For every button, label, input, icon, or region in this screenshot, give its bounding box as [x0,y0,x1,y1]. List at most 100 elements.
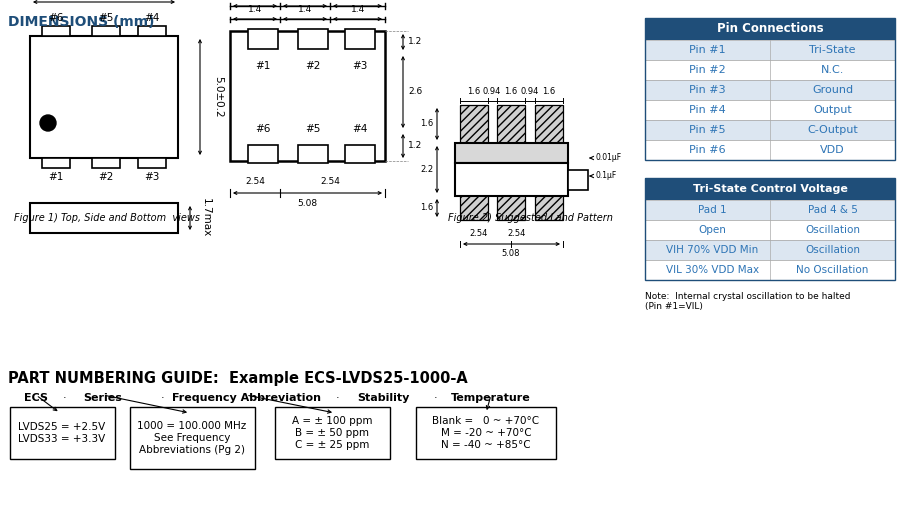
Text: 5.0±0.2: 5.0±0.2 [213,76,223,118]
Bar [455,143,568,163]
Text: Figure 2) Suggested Land Pattern: Figure 2) Suggested Land Pattern [448,213,613,223]
Text: 1.6: 1.6 [542,87,556,95]
Bar [92,158,120,168]
Text: 1.6: 1.6 [421,120,433,128]
Text: VIL 30% VDD Max: VIL 30% VDD Max [666,265,759,275]
Bar [497,193,525,220]
Text: ·: · [63,393,67,403]
Bar [460,193,488,220]
Text: LVDS25 = +2.5V
LVDS33 = +3.3V: LVDS25 = +2.5V LVDS33 = +3.3V [18,422,106,444]
Text: 1.6: 1.6 [421,204,433,212]
Bar [645,140,895,160]
Text: 2.54: 2.54 [245,176,265,186]
Text: Pin Connections: Pin Connections [717,23,824,35]
Text: #4: #4 [144,13,159,23]
Bar [30,203,178,233]
Text: #1: #1 [255,61,271,71]
Text: DIMENSIONS (mm): DIMENSIONS (mm) [8,15,155,29]
Text: 1000 = 100.000 MHz
See Frequency
Abbreviations (Pg 2): 1000 = 100.000 MHz See Frequency Abbrevi… [138,421,247,455]
Bar [645,220,895,240]
Bar [645,80,895,100]
Text: 1.7max: 1.7max [201,199,211,238]
Text: 2.54: 2.54 [320,176,340,186]
Bar [645,260,895,280]
Bar [535,105,563,143]
Bar [497,105,525,143]
Text: #4: #4 [352,124,367,134]
Text: Note:  Internal crystal oscillation to be halted
(Pin #1=VIL): Note: Internal crystal oscillation to be… [645,292,851,311]
Text: 0.01μF: 0.01μF [595,153,621,163]
Text: N.C.: N.C. [821,65,844,75]
Bar [42,158,70,168]
Text: 0.26: 0.26 [350,0,370,2]
Text: 2.2: 2.2 [421,165,433,173]
Text: Pin #5: Pin #5 [690,125,726,135]
Text: ·: · [336,393,339,403]
Text: ECS: ECS [24,393,48,403]
Bar [645,100,895,120]
Bar [130,407,255,469]
Bar [275,407,390,459]
Text: #5: #5 [305,124,320,134]
Text: 1.4: 1.4 [248,6,262,14]
Text: Open: Open [699,225,727,235]
Bar [42,26,70,36]
Bar [138,204,163,232]
Bar [92,26,120,36]
Bar [645,200,895,220]
Bar [35,204,60,232]
Text: Ground: Ground [812,85,853,95]
Text: 5.08: 5.08 [501,249,520,259]
Text: ·: · [434,393,438,403]
Bar [138,158,166,168]
Text: #6: #6 [48,13,63,23]
Text: Output: Output [813,105,852,115]
Text: #1: #1 [48,172,63,182]
Text: Pad 4 & 5: Pad 4 & 5 [807,205,857,215]
Text: 2.54: 2.54 [470,229,488,239]
Text: A = ± 100 ppm
B = ± 50 ppm
C = ± 25 ppm: A = ± 100 ppm B = ± 50 ppm C = ± 25 ppm [291,417,372,449]
Text: 1.14: 1.14 [245,0,265,2]
Bar [645,178,895,280]
Text: #2: #2 [305,61,320,71]
Text: Frequency Abbreviation: Frequency Abbreviation [172,393,320,403]
Text: Oscillation: Oscillation [805,225,860,235]
Text: No Oscillation: No Oscillation [796,265,869,275]
Text: 1.2: 1.2 [408,37,422,47]
Text: #6: #6 [255,124,271,134]
Bar [455,163,568,196]
Text: 0.1μF: 0.1μF [595,171,616,181]
Text: #5: #5 [99,13,114,23]
Text: 1.4: 1.4 [351,6,365,14]
Text: #3: #3 [352,61,367,71]
Text: 1.14: 1.14 [295,0,315,2]
Text: 1.2: 1.2 [408,142,422,150]
Text: Pin #1: Pin #1 [690,45,726,55]
Text: Pin #3: Pin #3 [690,85,726,95]
Text: PART NUMBERING GUIDE:  Example ECS-LVDS25-1000-A: PART NUMBERING GUIDE: Example ECS-LVDS25… [8,371,468,386]
Text: Pin #6: Pin #6 [690,145,726,155]
Bar [645,120,895,140]
Text: C-Output: C-Output [807,125,858,135]
Bar [10,407,115,459]
Text: 0.94: 0.94 [482,87,501,95]
Text: Oscillation: Oscillation [805,245,860,255]
Text: Pin #4: Pin #4 [689,105,726,115]
Bar [298,145,328,163]
Text: Stability: Stability [357,393,409,403]
Text: 5.08: 5.08 [297,199,317,207]
Text: 1.4: 1.4 [298,6,312,14]
Text: Series: Series [83,393,122,403]
Bar [138,26,166,36]
Bar [645,18,895,160]
Text: Temperature: Temperature [451,393,531,403]
Bar [345,29,375,49]
Text: Blank =   0 ~ +70°C
M = -20 ~ +70°C
N = -40 ~ +85°C: Blank = 0 ~ +70°C M = -20 ~ +70°C N = -4… [433,417,539,449]
Bar [568,170,588,190]
Bar [645,240,895,260]
Bar [248,29,278,49]
Bar [248,145,278,163]
Text: Tri-State: Tri-State [809,45,856,55]
Bar [88,204,113,232]
Bar [645,178,895,200]
